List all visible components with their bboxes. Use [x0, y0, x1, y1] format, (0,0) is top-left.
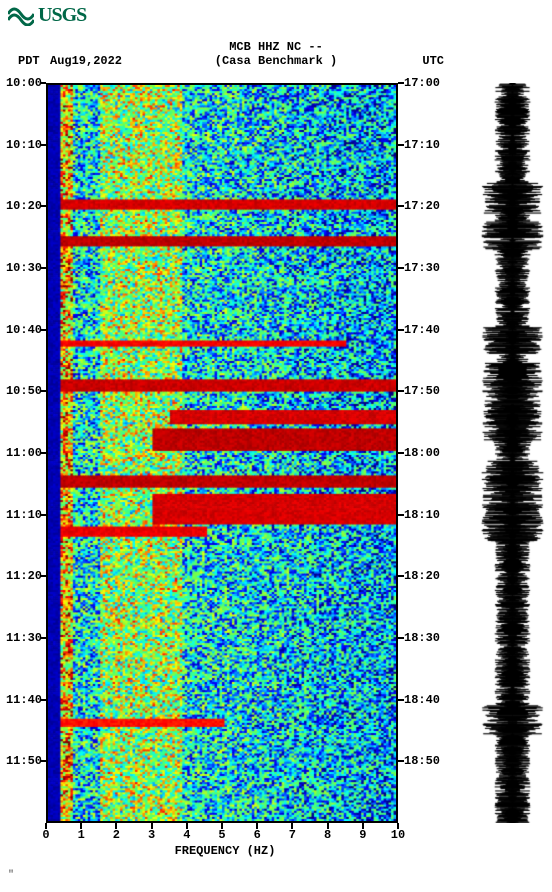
ytick-left: 11:50 [0, 754, 42, 768]
ytick-left: 10:20 [0, 199, 42, 213]
spectrogram-plot [46, 83, 398, 823]
footer-mark: " [8, 870, 14, 881]
xtick: 7 [289, 828, 296, 842]
page: { "logo": { "text": "USGS", "color": "#0… [0, 0, 552, 892]
ytick-left: 10:30 [0, 261, 42, 275]
xtick: 6 [254, 828, 261, 842]
ytick-right: 17:50 [404, 384, 440, 398]
ytick-left: 11:30 [0, 631, 42, 645]
xtick: 9 [359, 828, 366, 842]
usgs-logo: USGS [8, 4, 86, 27]
ytick-right: 18:50 [404, 754, 440, 768]
ytick-right: 18:30 [404, 631, 440, 645]
ytick-right: 17:40 [404, 323, 440, 337]
xtick: 0 [42, 828, 49, 842]
ytick-left: 11:20 [0, 569, 42, 583]
x-axis-label: FREQUENCY (HZ) [0, 844, 450, 858]
usgs-logo-text: USGS [38, 4, 86, 27]
xtick: 3 [148, 828, 155, 842]
ytick-left: 11:40 [0, 693, 42, 707]
tz-left: PDT [18, 54, 40, 68]
xtick: 10 [391, 828, 405, 842]
ytick-left: 10:00 [0, 76, 42, 90]
ytick-left: 10:40 [0, 323, 42, 337]
ytick-left: 11:00 [0, 446, 42, 460]
ytick-left: 10:50 [0, 384, 42, 398]
ytick-right: 17:30 [404, 261, 440, 275]
ytick-right: 17:20 [404, 199, 440, 213]
ytick-right: 17:00 [404, 76, 440, 90]
xtick: 2 [113, 828, 120, 842]
xtick: 1 [78, 828, 85, 842]
trace-canvas [480, 83, 545, 823]
xtick: 5 [218, 828, 225, 842]
waveform-trace [480, 83, 545, 823]
xtick: 8 [324, 828, 331, 842]
date: Aug19,2022 [50, 54, 122, 68]
ytick-right: 18:20 [404, 569, 440, 583]
ytick-right: 18:00 [404, 446, 440, 460]
tz-right: UTC [422, 54, 444, 68]
ytick-right: 17:10 [404, 138, 440, 152]
ytick-right: 18:40 [404, 693, 440, 707]
usgs-wave-icon [8, 6, 34, 26]
ytick-left: 11:10 [0, 508, 42, 522]
xtick: 4 [183, 828, 190, 842]
ytick-left: 10:10 [0, 138, 42, 152]
ytick-right: 18:10 [404, 508, 440, 522]
station-code: MCB HHZ NC -- [0, 40, 552, 54]
spectrogram-canvas [48, 85, 396, 821]
